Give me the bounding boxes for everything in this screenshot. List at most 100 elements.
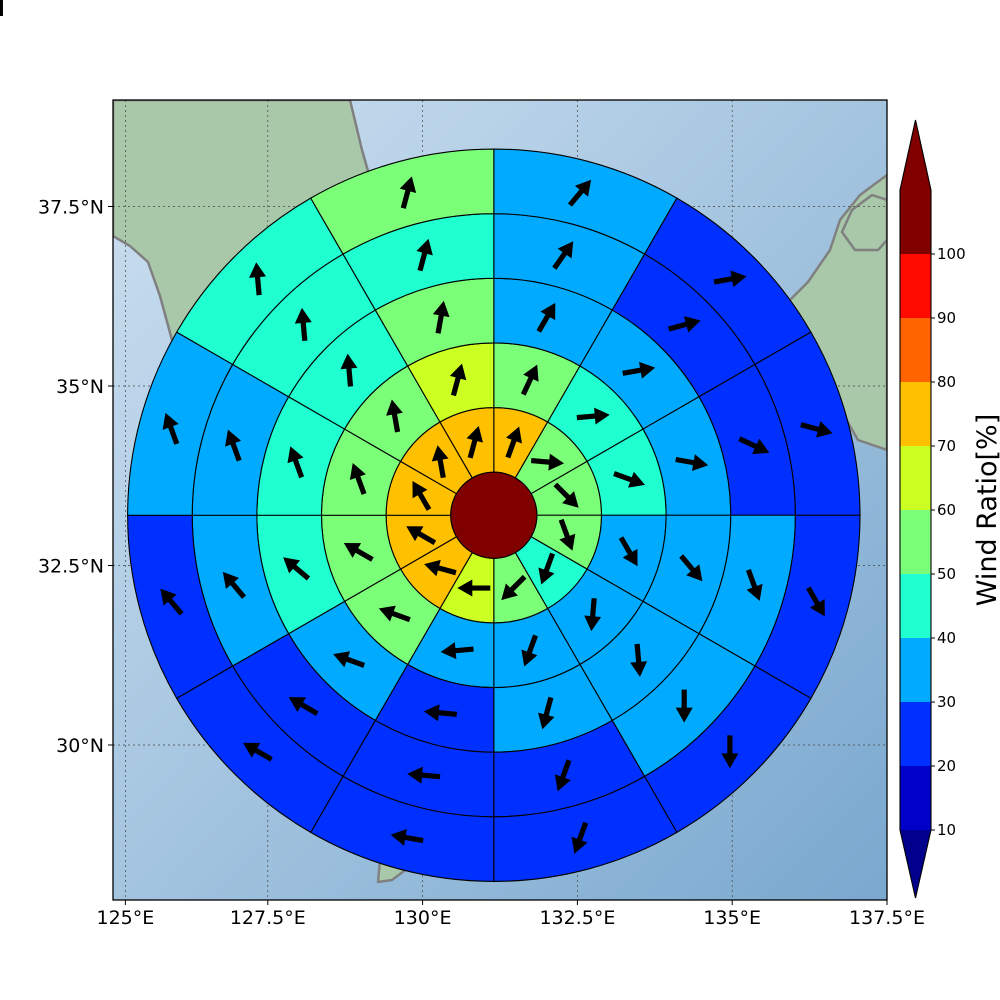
wind-arrow <box>567 179 592 207</box>
wind-arrow <box>343 542 374 562</box>
wind-arrow <box>225 429 242 462</box>
wind-arrow <box>288 697 319 716</box>
wind-direction-arrows <box>0 0 833 854</box>
wind-arrow <box>390 829 424 846</box>
colorbar-tick-label: 10 <box>937 821 956 839</box>
colorbar-block <box>900 382 931 446</box>
land-japan-north-peninsula <box>840 193 887 252</box>
wind-arrow <box>294 307 312 342</box>
wind-arrow <box>618 536 638 567</box>
wind-arrow <box>416 238 433 272</box>
wind-arrow <box>406 526 437 546</box>
colorbar-over-extend <box>900 120 931 190</box>
colorbar-block <box>900 574 931 638</box>
wind-arrow <box>668 316 701 333</box>
wind-arrow <box>538 552 556 585</box>
wind-arrow <box>553 482 579 508</box>
wind-arrow <box>806 586 825 617</box>
colorbar-tick-label: 40 <box>937 629 956 647</box>
wind-arrow <box>679 554 703 582</box>
wind-arrow <box>440 642 474 660</box>
wind-arrow <box>287 446 305 479</box>
x-tick-label: 132.5°E <box>539 907 615 929</box>
colorbar-tick-label: 60 <box>937 501 956 519</box>
wind-arrow <box>412 481 432 511</box>
wind-arrow <box>333 651 366 668</box>
colorbar-tick-label: 70 <box>937 437 956 455</box>
wind-arrow <box>576 407 610 425</box>
colorbar-tick-label: 80 <box>937 373 956 391</box>
wind-arrow <box>349 463 367 495</box>
wind-arrow <box>160 588 184 616</box>
wind-arrow <box>399 176 417 209</box>
y-tick-label: 37.5°N <box>38 197 104 219</box>
wind-arrow <box>745 569 763 601</box>
colorbar: 10 20 30 40 50 60 70 80 90 100 Wind Ratio[%] <box>899 119 1000 899</box>
wind-arrow <box>558 518 576 551</box>
x-tick-label: 130°E <box>394 907 452 929</box>
colorbar-block <box>900 318 931 382</box>
wind-arrow <box>713 270 747 288</box>
map-frame <box>112 99 888 901</box>
latitude-tick-labels: 30°N 32.5°N 35°N 37.5°N <box>38 197 113 757</box>
colorbar-block <box>900 446 931 510</box>
wind-arrow <box>584 598 602 632</box>
wind-arrow <box>530 453 565 471</box>
colorbar-block <box>900 254 931 318</box>
x-tick-label: 137.5°E <box>849 907 925 929</box>
colorbar-tick-label: 20 <box>937 757 956 775</box>
wind-arrow <box>538 696 555 730</box>
x-tick-label: 125°E <box>96 907 154 929</box>
wind-arrow <box>424 559 457 577</box>
wind-arrow <box>466 425 484 459</box>
wind-arrow <box>340 353 358 387</box>
wind-ratio-polar-sectors <box>127 148 861 882</box>
x-tick-label: 127.5°E <box>230 907 306 929</box>
wind-arrow <box>520 364 539 396</box>
wind-arrow <box>800 421 833 438</box>
colorbar-block <box>900 190 931 254</box>
wind-arrow <box>243 742 273 762</box>
colorbar-block <box>900 766 931 830</box>
wind-arrow <box>378 605 411 623</box>
wind-arrow <box>552 241 574 270</box>
colorbar-color-blocks <box>899 119 932 899</box>
center-disk <box>450 471 538 559</box>
wind-arrow <box>501 574 527 601</box>
ring-sector <box>309 148 495 255</box>
colorbar-tick-label: 30 <box>937 693 956 711</box>
wind-arrow <box>432 300 450 334</box>
wind-arrow <box>407 766 441 784</box>
colorbar-tick-labels: 10 20 30 40 50 60 70 80 90 100 <box>931 245 966 839</box>
y-tick-label: 32.5°N <box>38 556 104 578</box>
wind-arrow <box>622 361 656 379</box>
wind-arrow <box>283 557 311 581</box>
wind-arrow <box>222 571 247 599</box>
colorbar-block <box>900 510 931 574</box>
wind-arrow <box>249 262 267 296</box>
colorbar-label: Wind Ratio[%] <box>972 414 1000 606</box>
wind-arrow <box>613 471 646 488</box>
wind-arrow <box>721 735 739 769</box>
colorbar-tick-label: 90 <box>937 309 956 327</box>
colorbar-tick-label: 50 <box>937 565 956 583</box>
wind-arrow <box>386 399 403 433</box>
wind-arrow <box>675 689 693 723</box>
wind-arrow <box>630 643 648 677</box>
wind-arrow <box>675 454 709 471</box>
colorbar-tick-label: 100 <box>937 245 966 263</box>
wind-arrow <box>0 0 3 16</box>
wind-arrow <box>505 426 522 459</box>
wind-arrow <box>457 579 491 597</box>
wind-arrow <box>423 704 458 722</box>
wind-arrow <box>449 363 467 397</box>
wind-arrow <box>554 759 572 792</box>
y-tick-label: 30°N <box>56 735 104 757</box>
colorbar-block <box>900 702 931 766</box>
wind-arrow <box>738 436 770 455</box>
wind-arrow <box>162 412 180 445</box>
colorbar-block <box>900 638 931 702</box>
wind-arrow <box>536 302 556 333</box>
y-tick-label: 35°N <box>56 376 104 398</box>
